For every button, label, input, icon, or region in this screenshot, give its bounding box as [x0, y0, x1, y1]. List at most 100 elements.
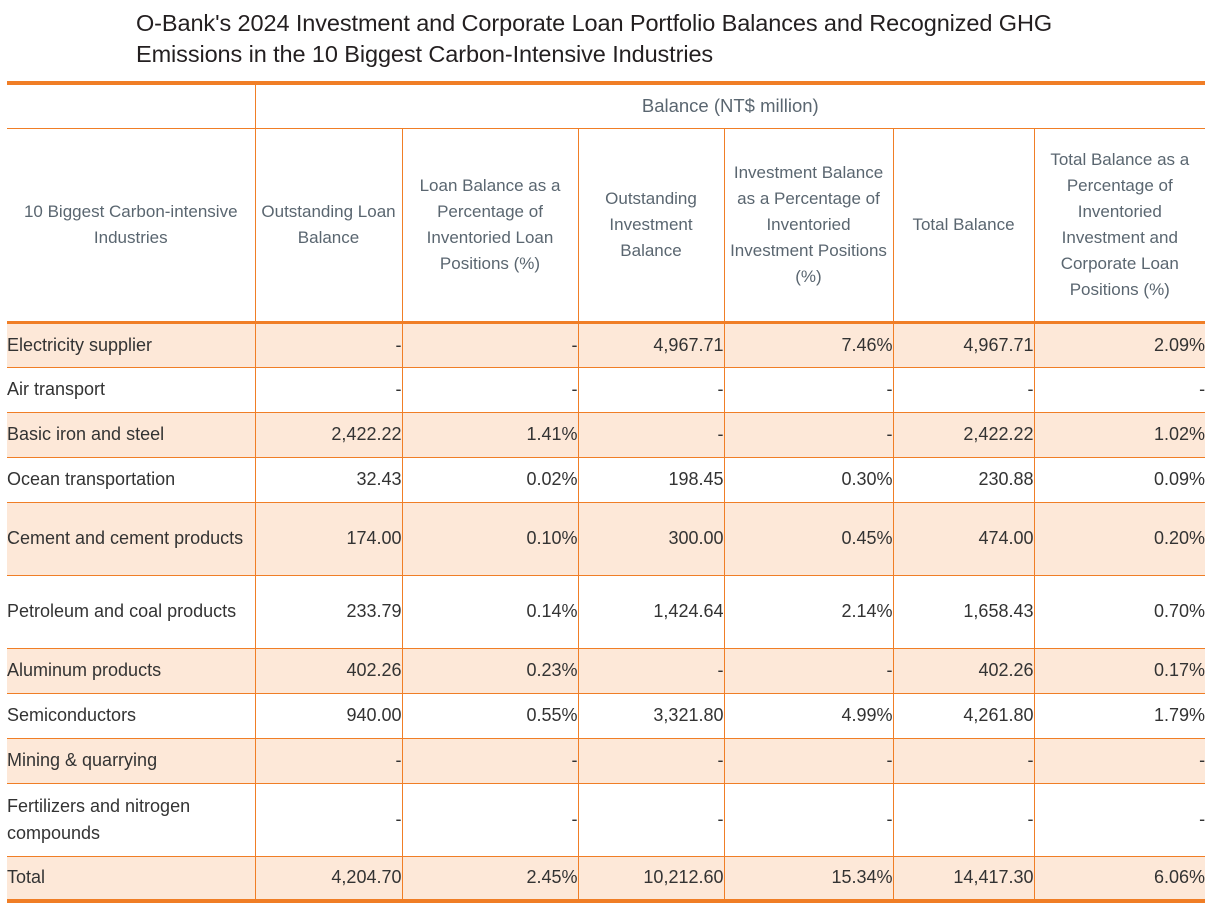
- cell-outstanding-loan-balance: 402.26: [254, 647, 403, 694]
- cell-loan-balance-pct: 0.23%: [401, 647, 579, 694]
- cell-outstanding-investment-balance: -: [577, 647, 725, 694]
- cell-total-balance: -: [892, 782, 1035, 857]
- cell-outstanding-investment-balance: -: [577, 411, 725, 458]
- cell-industry: Basic iron and steel: [7, 411, 256, 458]
- cell-outstanding-loan-balance: -: [254, 321, 403, 368]
- table-head: Balance (NT$ million) 10 Biggest Carbon-…: [7, 83, 1206, 324]
- table-row: Aluminum products 402.26 0.23% - -402.26 0.17…: [7, 647, 1206, 694]
- table-container: Balance (NT$ million) 10 Biggest Carbon-…: [0, 81, 1212, 903]
- table-row: Mining & quarrying - - - - - -: [7, 737, 1206, 784]
- cell-loan-balance-pct: 0.02%: [401, 456, 579, 503]
- cell-total-balance-pct: -: [1033, 366, 1206, 413]
- cell-investment-balance-pct: -: [723, 366, 894, 413]
- group-header-row: Balance (NT$ million): [7, 83, 1206, 129]
- cell-investment-balance-pct: 15.34%: [723, 855, 894, 901]
- cell-outstanding-loan-balance: 32.43: [254, 456, 403, 503]
- cell-loan-balance-pct: 1.41%: [401, 411, 579, 458]
- cell-total-balance-pct: 0.20%: [1033, 501, 1206, 576]
- table-row: Semiconductors 940.00 0.55% 3,321.80 4.99% 4,…: [7, 692, 1206, 739]
- cell-outstanding-loan-balance: -: [254, 366, 403, 413]
- cell-outstanding-loan-balance: 4,204.70: [254, 855, 403, 901]
- table-row: Electricity supplier - -4,967.71 7.46% 4,967…: [7, 321, 1206, 368]
- cell-industry: Ocean transportation: [7, 456, 256, 503]
- cell-total-balance-pct: 1.79%: [1033, 692, 1206, 739]
- cell-investment-balance-pct: 7.46%: [723, 321, 894, 368]
- cell-loan-balance-pct: 0.55%: [401, 692, 579, 739]
- cell-total-balance: 474.00: [892, 501, 1035, 576]
- cell-industry: Mining & quarrying: [7, 737, 256, 784]
- cell-total-balance: 2,422.22: [892, 411, 1035, 458]
- cell-investment-balance-pct: 4.99%: [723, 692, 894, 739]
- cell-total-balance-pct: 0.70%: [1033, 574, 1206, 649]
- cell-industry: Petroleum and coal products: [7, 574, 256, 649]
- cell-investment-balance-pct: -: [723, 737, 894, 784]
- cell-investment-balance-pct: 2.14%: [723, 574, 894, 649]
- cell-total-balance: 4,261.80: [892, 692, 1035, 739]
- cell-outstanding-investment-balance: -: [577, 782, 725, 857]
- cell-outstanding-investment-balance: 10,212.60: [577, 855, 725, 901]
- cell-loan-balance-pct: 2.45%: [401, 855, 579, 901]
- cell-total-balance-pct: -: [1033, 782, 1206, 857]
- col-header-industry: 10 Biggest Carbon-intensive Industries: [7, 127, 256, 324]
- cell-total-balance: -: [892, 366, 1035, 413]
- cell-outstanding-loan-balance: 2,422.22: [254, 411, 403, 458]
- cell-investment-balance-pct: -: [723, 782, 894, 857]
- cell-outstanding-loan-balance: 940.00: [254, 692, 403, 739]
- cell-outstanding-loan-balance: 233.79: [254, 574, 403, 649]
- cell-investment-balance-pct: -: [723, 411, 894, 458]
- cell-loan-balance-pct: -: [401, 366, 579, 413]
- cell-total-balance-pct: 2.09%: [1033, 321, 1206, 368]
- cell-loan-balance-pct: -: [401, 782, 579, 857]
- cell-outstanding-loan-balance: -: [254, 737, 403, 784]
- col-header-invest-pct: Investment Balance as a Percentage of In…: [723, 127, 894, 324]
- cell-loan-balance-pct: 0.14%: [401, 574, 579, 649]
- page-title: O-Bank's 2024 Investment and Corporate L…: [136, 10, 1053, 67]
- cell-industry: Air transport: [7, 366, 256, 413]
- cell-total-balance: 4,967.71: [892, 321, 1035, 368]
- cell-outstanding-loan-balance: -: [254, 782, 403, 857]
- table-body: Electricity supplier - -4,967.71 7.46% 4,967…: [7, 321, 1206, 901]
- col-header-loan-balance: Outstanding Loan Balance: [254, 127, 403, 324]
- group-header-spacer: [7, 83, 256, 129]
- col-header-total-pct: Total Balance as a Percentage of Invento…: [1033, 127, 1206, 324]
- cell-total-balance: 14,417.30: [892, 855, 1035, 901]
- column-header-row: 10 Biggest Carbon-intensive Industries O…: [7, 127, 1206, 324]
- col-header-total-balance: Total Balance: [892, 127, 1035, 324]
- cell-loan-balance-pct: -: [401, 737, 579, 784]
- cell-outstanding-investment-balance: -: [577, 366, 725, 413]
- table-row: Ocean transportation 32.43 0.02% 198.45 0.30…: [7, 456, 1206, 503]
- portfolio-balances-table: Balance (NT$ million) 10 Biggest Carbon-…: [7, 81, 1206, 903]
- table-row: Fertilizers and nitrogen compounds - - - - - -: [7, 782, 1206, 857]
- cell-total-balance-pct: 6.06%: [1033, 855, 1206, 901]
- group-header-balance: Balance (NT$ million): [254, 83, 1206, 129]
- cell-outstanding-investment-balance: -: [577, 737, 725, 784]
- cell-total-balance-pct: 1.02%: [1033, 411, 1206, 458]
- cell-total-balance-pct: -: [1033, 737, 1206, 784]
- table-row-total: Total 4,204.70 2.45% 10,212.60 15.34% 14,417.…: [7, 855, 1206, 901]
- cell-loan-balance-pct: 0.10%: [401, 501, 579, 576]
- table-row: Cement and cement products 174.00 0.10% 300…: [7, 501, 1206, 576]
- cell-outstanding-investment-balance: 3,321.80: [577, 692, 725, 739]
- col-header-invest-balance: Outstanding Investment Balance: [577, 127, 725, 324]
- cell-outstanding-investment-balance: 1,424.64: [577, 574, 725, 649]
- cell-total-balance: 230.88: [892, 456, 1035, 503]
- cell-outstanding-investment-balance: 198.45: [577, 456, 725, 503]
- cell-industry: Aluminum products: [7, 647, 256, 694]
- cell-total-balance: 402.26: [892, 647, 1035, 694]
- cell-outstanding-investment-balance: 4,967.71: [577, 321, 725, 368]
- cell-investment-balance-pct: 0.30%: [723, 456, 894, 503]
- cell-outstanding-investment-balance: 300.00: [577, 501, 725, 576]
- cell-loan-balance-pct: -: [401, 321, 579, 368]
- cell-industry: Cement and cement products: [7, 501, 256, 576]
- cell-industry: Electricity supplier: [7, 321, 256, 368]
- cell-total-balance: -: [892, 737, 1035, 784]
- cell-industry: Fertilizers and nitrogen compounds: [7, 782, 256, 857]
- table-row: Petroleum and coal products 233.79 0.14% 1,…: [7, 574, 1206, 649]
- cell-total-balance-pct: 0.09%: [1033, 456, 1206, 503]
- col-header-loan-pct: Loan Balance as a Percentage of Inventor…: [401, 127, 579, 324]
- cell-industry: Total: [7, 855, 256, 901]
- table-row: Air transport - - - - - -: [7, 366, 1206, 413]
- cell-investment-balance-pct: 0.45%: [723, 501, 894, 576]
- cell-total-balance: 1,658.43: [892, 574, 1035, 649]
